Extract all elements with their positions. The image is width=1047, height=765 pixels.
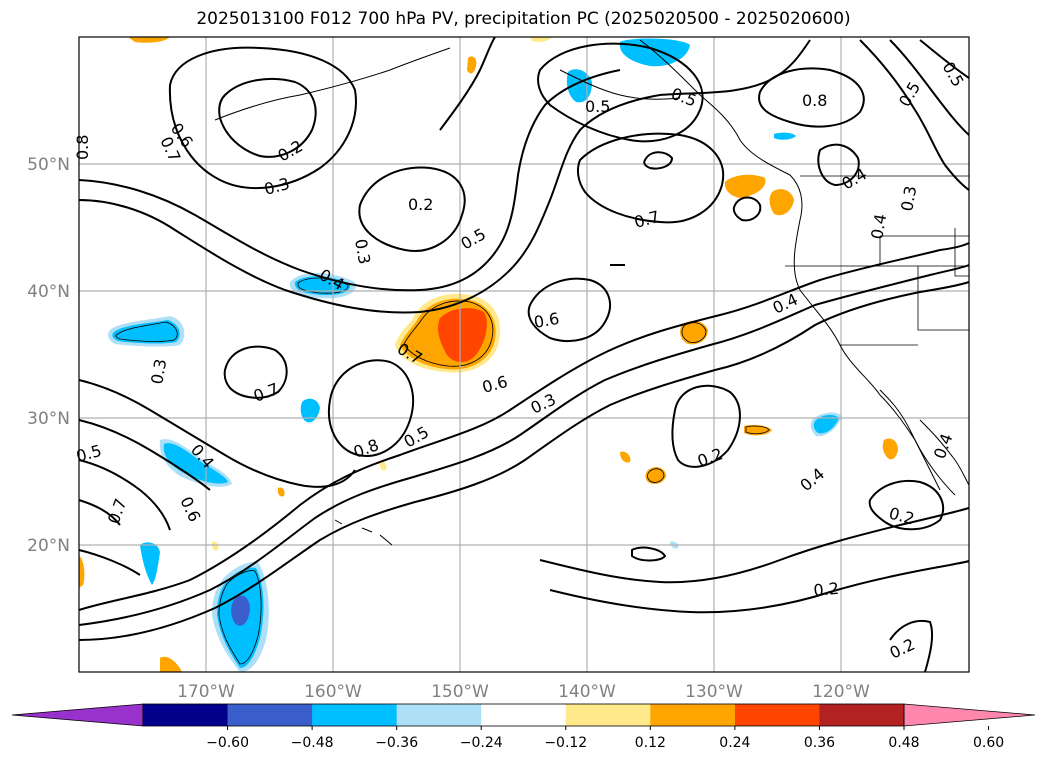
contour-label: 0.3 xyxy=(351,237,374,265)
colorbar-segment xyxy=(396,704,482,726)
map-frame xyxy=(78,36,970,673)
map-title: 2025013100 F012 700 hPa PV, precipitatio… xyxy=(196,9,851,29)
colorbar-tick-label: −0.12 xyxy=(544,735,587,751)
colorbar-tick-label: 0.36 xyxy=(804,735,835,751)
colorbar-segment xyxy=(481,704,567,726)
lon-tick-label: 150°W xyxy=(431,682,489,702)
colorbar-tick-label: 0.48 xyxy=(888,735,919,751)
colorbar-segment xyxy=(227,704,313,726)
lon-tick-label: 170°W xyxy=(177,682,235,702)
colorbar: −0.60 −0.48 −0.36 −0.24 −0.12 0.12 0.24 0.36 0.4… xyxy=(11,703,1036,751)
contour-label: 0.2 xyxy=(813,579,840,600)
colorbar-segment xyxy=(565,704,651,726)
lat-tick-label: 50°N xyxy=(27,155,70,175)
contour-label: 0.3 xyxy=(897,184,920,212)
lon-tick-label: 120°W xyxy=(812,682,870,702)
contour-label: 0.4 xyxy=(867,212,890,240)
contour-label: 0.3 xyxy=(147,357,170,385)
contour-label: 0.8 xyxy=(802,91,827,110)
colorbar-segments xyxy=(143,704,905,726)
political-borders xyxy=(785,175,969,346)
contour-label: 0.2 xyxy=(408,195,433,214)
colorbar-tick-label: 0.12 xyxy=(635,735,666,751)
colorbar-tick-label: 0.24 xyxy=(719,735,750,751)
lon-tick-label: 160°W xyxy=(304,682,362,702)
lon-tick-label: 130°W xyxy=(685,682,743,702)
lat-axis: 50°N 40°N 30°N 20°N xyxy=(27,155,70,556)
contour-label: 0.5 xyxy=(585,97,610,116)
colorbar-tick-label: −0.60 xyxy=(206,735,249,751)
map-gridlines xyxy=(79,37,969,672)
colorbar-segment xyxy=(819,704,905,726)
contour-label: 0.6 xyxy=(532,309,560,332)
pv-contours xyxy=(78,36,970,673)
map-frame-bg xyxy=(79,37,969,672)
colorbar-segment xyxy=(734,704,820,726)
lat-tick-label: 40°N xyxy=(27,282,70,302)
colorbar-segment xyxy=(143,704,229,726)
colorbar-extend-high xyxy=(904,704,1035,726)
colorbar-tick-label: 0.60 xyxy=(973,735,1004,751)
contour-label: 0.8 xyxy=(73,135,92,160)
colorbar-segment xyxy=(650,704,736,726)
colorbar-segment xyxy=(312,704,398,726)
precip-negative-shading xyxy=(107,38,842,672)
lon-tick-label: 140°W xyxy=(558,682,616,702)
lon-axis: 170°W 160°W 150°W 140°W 130°W 120°W xyxy=(177,682,870,702)
lat-tick-label: 20°N xyxy=(27,536,70,556)
colorbar-tick-label: −0.24 xyxy=(460,735,503,751)
colorbar-tick-label: −0.48 xyxy=(291,735,334,751)
colorbar-extend-low xyxy=(12,704,143,726)
colorbar-tick-label: −0.36 xyxy=(375,735,418,751)
coastlines xyxy=(214,39,970,546)
lat-tick-label: 30°N xyxy=(27,409,70,429)
colorbar-ticks: −0.60 −0.48 −0.36 −0.24 −0.12 0.12 0.24 0.36 0.4… xyxy=(206,726,1004,751)
